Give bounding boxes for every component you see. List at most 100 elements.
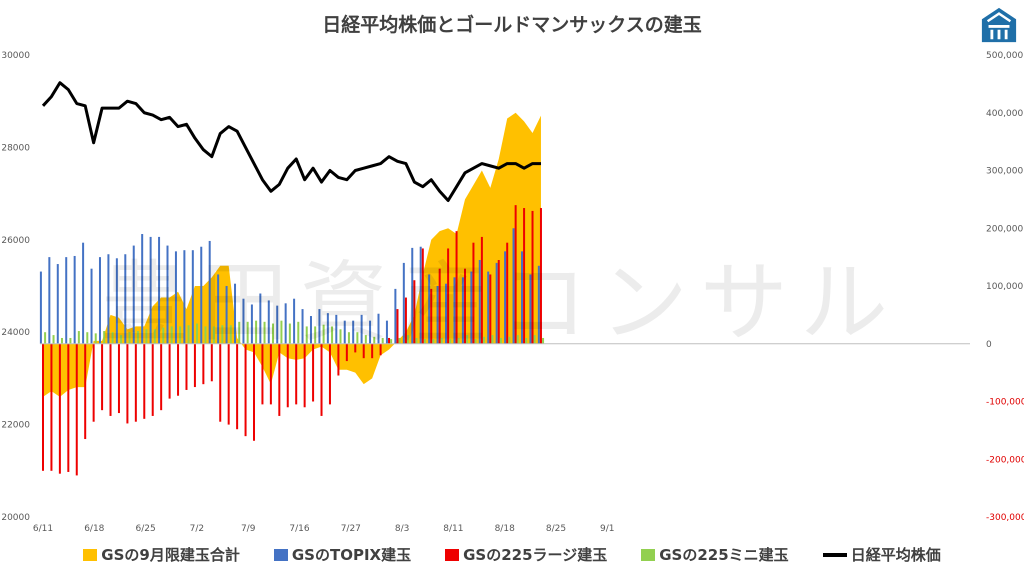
bar-gs-225-large	[151, 343, 154, 416]
bar-gs-225-mini	[390, 339, 393, 344]
bar-gs-225-mini	[271, 323, 274, 344]
bar-gs-225-mini	[52, 335, 55, 344]
bar-gs-225-large	[117, 343, 120, 414]
bar-gs-225-large	[388, 337, 391, 344]
bar-gs-225-mini	[381, 337, 384, 344]
legend-label: GSの225ラージ建玉	[463, 546, 608, 564]
bar-gs-225-mini	[128, 332, 131, 344]
bar-gs-topix	[504, 251, 507, 344]
bar-gs-225-mini	[508, 336, 511, 344]
bar-gs-225-mini	[255, 320, 258, 344]
bar-gs-225-mini	[86, 332, 89, 344]
bar-gs-225-mini	[153, 329, 156, 344]
legend-label: 日経平均株価	[850, 546, 941, 564]
house-logo-icon	[981, 7, 1017, 43]
bar-gs-topix	[56, 264, 59, 344]
bar-gs-topix	[82, 242, 85, 344]
bar-gs-225-mini	[432, 339, 435, 344]
right-axis-tick-label: 200,000	[986, 224, 1023, 234]
bar-gs-225-mini	[145, 329, 148, 344]
bar-gs-225-large	[67, 343, 70, 472]
watermark: 豊田資産コンサル	[100, 251, 901, 354]
bar-gs-225-large	[286, 343, 289, 408]
bar-gs-225-mini	[533, 335, 536, 344]
left-axis-tick-label: 20000	[1, 513, 30, 523]
right-axis-tick-label: 400,000	[986, 109, 1023, 119]
bar-gs-225-mini	[69, 337, 72, 344]
bar-gs-topix	[470, 271, 473, 344]
bar-gs-225-large	[404, 297, 407, 344]
bar-gs-225-large	[506, 242, 509, 344]
bar-gs-topix	[445, 283, 448, 344]
bar-gs-225-large	[354, 343, 357, 353]
left-axis-tick-label: 22000	[1, 421, 30, 431]
x-axis-tick-label: 8/11	[443, 524, 463, 534]
bar-gs-topix	[90, 268, 93, 344]
bar-gs-topix	[436, 286, 439, 344]
bar-gs-225-mini	[525, 337, 528, 344]
bar-gs-topix	[65, 257, 68, 344]
bar-gs-topix	[39, 271, 42, 344]
bar-gs-225-large	[50, 343, 53, 471]
x-axis-tick-label: 7/2	[190, 524, 204, 534]
bar-gs-topix	[276, 305, 279, 344]
bar-gs-topix	[107, 254, 110, 344]
x-axis-tick-label: 8/3	[395, 524, 409, 534]
legend-label: GSの225ミニ建玉	[659, 546, 789, 564]
bar-gs-225-large	[253, 343, 255, 441]
bar-gs-225-mini	[179, 326, 182, 344]
legend-label: GSの9月限建玉合計	[101, 546, 240, 564]
bar-gs-topix	[98, 257, 101, 344]
bar-gs-topix	[487, 271, 490, 344]
bar-gs-225-mini	[322, 324, 325, 344]
bar-gs-topix	[411, 247, 414, 344]
bar-gs-225-mini	[187, 325, 190, 344]
legend-swatch	[273, 548, 288, 561]
bar-gs-225-mini	[440, 337, 443, 344]
bar-gs-topix	[284, 303, 287, 344]
bar-gs-topix	[343, 320, 346, 344]
bar-gs-225-large	[278, 343, 281, 416]
bar-gs-225-mini	[415, 337, 418, 344]
bar-gs-225-mini	[423, 339, 426, 344]
left-axis-tick-label: 30000	[1, 51, 30, 61]
bar-gs-topix	[242, 298, 245, 344]
legend-swatch	[822, 552, 847, 557]
bar-gs-225-mini	[263, 321, 266, 344]
bar-gs-225-large	[362, 343, 365, 359]
bar-gs-225-mini	[238, 321, 241, 344]
bar-gs-225-mini	[246, 321, 249, 344]
bar-gs-225-mini	[398, 337, 401, 344]
bar-gs-225-large	[539, 208, 542, 344]
bar-gs-225-mini	[77, 331, 80, 344]
bar-gs-225-mini	[482, 336, 485, 344]
bar-gs-topix	[174, 251, 177, 344]
bar-gs-225-large	[514, 205, 517, 344]
bar-gs-225-large	[75, 343, 78, 476]
bar-gs-225-large	[497, 260, 500, 344]
bar-gs-topix	[73, 255, 76, 344]
bar-gs-225-large	[396, 309, 399, 344]
bar-gs-topix	[115, 258, 118, 344]
right-axis-tick-label: 300,000	[986, 167, 1023, 177]
bar-gs-topix	[512, 228, 515, 344]
bar-gs-225-mini	[297, 321, 300, 344]
bar-gs-topix	[124, 254, 127, 344]
bar-gs-225-mini	[331, 326, 334, 344]
bar-gs-225-large	[379, 343, 382, 356]
bar-gs-225-mini	[516, 335, 519, 344]
bar-gs-topix	[478, 260, 481, 344]
bar-gs-topix	[158, 236, 161, 344]
bar-gs-topix	[217, 274, 220, 344]
chart-title: 日経平均株価とゴールドマンサックスの建玉	[322, 14, 702, 36]
bar-gs-topix	[48, 257, 51, 344]
bar-gs-225-large	[295, 343, 298, 405]
right-axis-tick-label: 500,000	[986, 51, 1023, 61]
bar-gs-225-mini	[466, 335, 469, 344]
bar-gs-225-mini	[474, 339, 477, 344]
bar-gs-225-large	[227, 343, 230, 425]
bar-gs-225-large	[345, 343, 348, 362]
bar-gs-topix	[419, 246, 422, 344]
right-axis-tick-label: -200,000	[986, 455, 1024, 465]
bar-gs-topix	[183, 250, 186, 344]
